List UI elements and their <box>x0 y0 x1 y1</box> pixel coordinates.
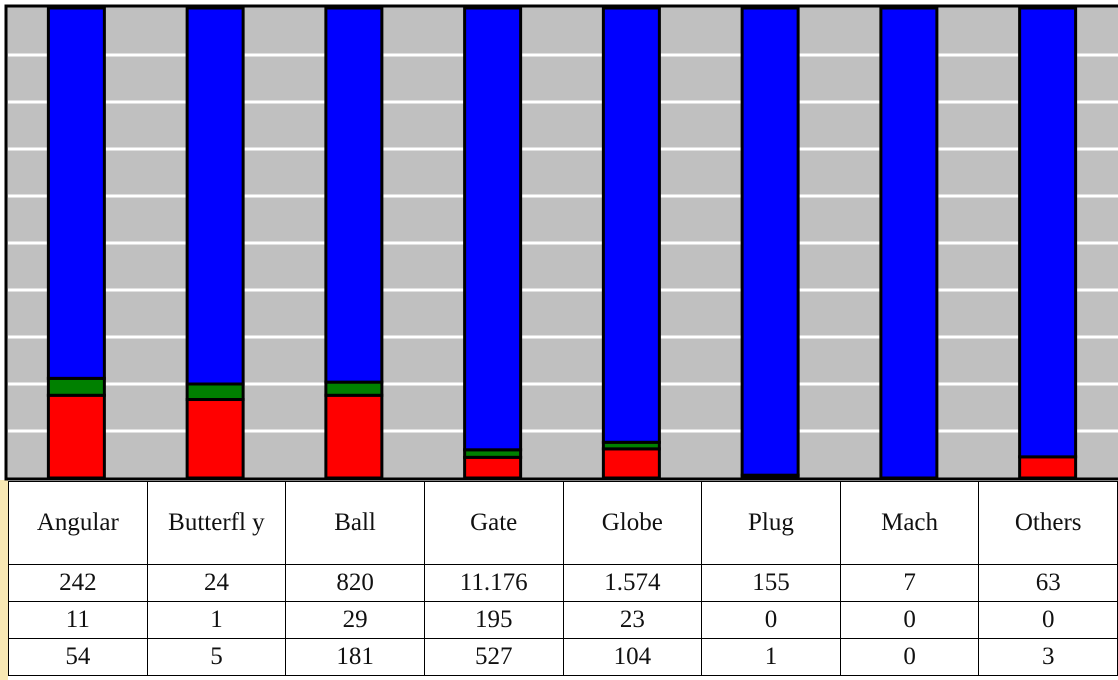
stacked-bar-plot <box>4 4 1118 481</box>
category-label: Plug <box>701 481 841 565</box>
table-cell: 195 <box>423 601 564 639</box>
table-cell: 54 <box>8 638 148 676</box>
bar-segment-3-1 <box>46 6 106 380</box>
table-cell: 104 <box>562 638 703 676</box>
bar-segment-1-1 <box>46 393 106 480</box>
table-cell: 3 <box>978 638 1118 676</box>
category-label: Mach <box>839 481 980 565</box>
bar-segment-1-5 <box>601 447 661 480</box>
bar-segment-3-7 <box>879 6 939 480</box>
bar-segment-1-3 <box>324 393 384 480</box>
table-cell: 1.574 <box>562 564 703 602</box>
table-cell: 1 <box>701 638 841 676</box>
table-cell: 0 <box>701 601 841 639</box>
table-cell: 820 <box>285 564 425 602</box>
table-cell: 1 <box>146 601 287 639</box>
left-edge-strip <box>0 480 8 680</box>
category-label: Gate <box>423 481 564 565</box>
table-row: 11 1 29 195 23 0 0 0 <box>8 601 1118 639</box>
bar-segment-2-2 <box>185 382 245 402</box>
table-cell: 11 <box>8 601 148 639</box>
category-label: Ball <box>285 481 425 565</box>
table-cell: 527 <box>423 638 564 676</box>
bar-segment-1-2 <box>185 398 245 480</box>
bar-segment-2-3 <box>324 380 384 397</box>
table-cell: 0 <box>839 638 980 676</box>
bar-segment-3-2 <box>185 6 245 386</box>
bar-segment-3-4 <box>463 6 523 452</box>
bar-segment-3-6 <box>740 6 800 477</box>
table-cell: 11.176 <box>423 564 564 602</box>
table-row: 54 5 181 527 104 1 0 3 <box>8 638 1118 676</box>
category-label: Butterfl y <box>146 481 287 565</box>
table-cell: 181 <box>285 638 425 676</box>
category-label: Angular <box>8 481 148 565</box>
table-cell: 29 <box>285 601 425 639</box>
table-header-row: Angular Butterfl y Ball Gate Globe Plug … <box>8 481 1118 565</box>
category-label: Others <box>978 481 1118 565</box>
table-cell: 0 <box>978 601 1118 639</box>
table-cell: 24 <box>146 564 287 602</box>
bar-segment-2-1 <box>46 376 106 397</box>
data-table: Angular Butterfl y Ball Gate Globe Plug … <box>8 481 1118 676</box>
table-cell: 23 <box>562 601 703 639</box>
table-cell: 7 <box>839 564 980 602</box>
bar-segment-3-8 <box>1018 6 1078 459</box>
bar-segment-1-4 <box>463 455 523 480</box>
table-cell: 63 <box>978 564 1118 602</box>
table-row: 242 24 820 11.176 1.574 155 7 63 <box>8 564 1118 602</box>
category-label: Globe <box>562 481 703 565</box>
table-cell: 0 <box>839 601 980 639</box>
bar-segment-3-5 <box>601 6 661 444</box>
bar-segment-1-8 <box>1018 455 1078 480</box>
bars <box>46 6 1078 480</box>
table-cell: 155 <box>701 564 841 602</box>
table-cell: 5 <box>146 638 287 676</box>
bar-segment-3-3 <box>324 6 384 384</box>
table-cell: 242 <box>8 564 148 602</box>
